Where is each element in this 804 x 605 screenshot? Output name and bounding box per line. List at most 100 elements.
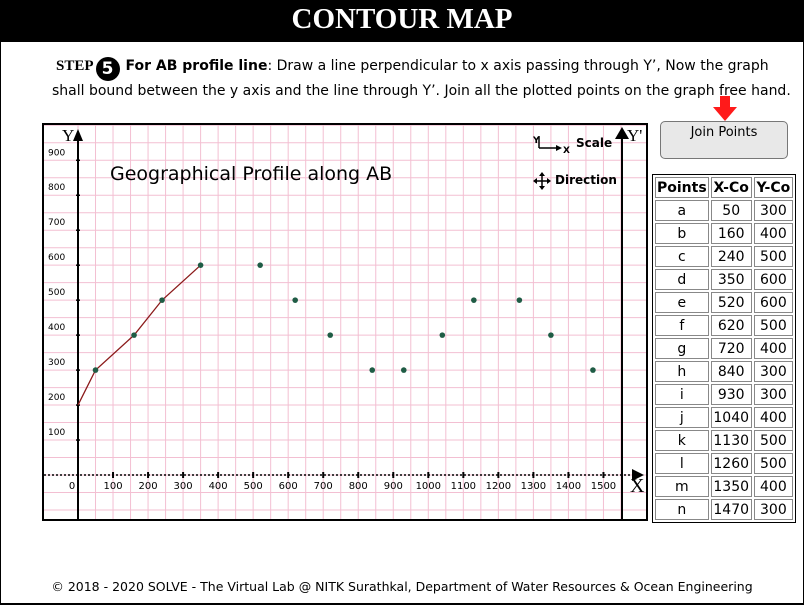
scale-label: Scale bbox=[576, 136, 612, 150]
y-axis-label: Y bbox=[62, 126, 74, 145]
x-coord-cell: 520 bbox=[710, 292, 752, 313]
data-point bbox=[131, 332, 137, 338]
x-coord-cell: 720 bbox=[710, 338, 752, 359]
data-point bbox=[471, 297, 477, 303]
plotted-points bbox=[92, 262, 596, 373]
y-coord-cell: 400 bbox=[753, 476, 793, 497]
point-name-cell: n bbox=[655, 499, 709, 520]
point-name-cell: g bbox=[655, 338, 709, 359]
table-row: f 620 500 bbox=[655, 315, 793, 336]
point-name-cell: l bbox=[655, 453, 709, 474]
x-coord-cell: 240 bbox=[710, 246, 752, 267]
x-tick-label: 900 bbox=[384, 481, 403, 492]
x-tick-label: 600 bbox=[279, 481, 298, 492]
table-row: a 50 300 bbox=[655, 200, 793, 221]
table-row: d 350 600 bbox=[655, 269, 793, 290]
y-tick-label: 800 bbox=[48, 183, 65, 193]
point-name-cell: c bbox=[655, 246, 709, 267]
y-tick-label: 700 bbox=[48, 218, 65, 228]
x-coord-cell: 930 bbox=[710, 384, 752, 405]
data-point bbox=[92, 367, 99, 373]
table-row: n 1470 300 bbox=[655, 499, 793, 520]
x-tick-label: 1000 bbox=[416, 481, 441, 492]
instruction-heading: For AB profile line bbox=[125, 58, 268, 74]
x-tick-label: 400 bbox=[209, 481, 228, 492]
table-row: c 240 500 bbox=[655, 246, 793, 267]
footer-text: © 2018 - 2020 SOLVE - The Virtual Lab @ … bbox=[51, 579, 753, 594]
table-header-2: Y-Co bbox=[753, 177, 793, 198]
point-name-cell: b bbox=[655, 223, 709, 244]
y-coord-cell: 500 bbox=[753, 453, 793, 474]
points-table: Points X-Co Y-Co a 50 300 b 160 400 c 240 500 d 350 6… bbox=[652, 174, 796, 523]
table-row: j 1040 400 bbox=[655, 407, 793, 428]
x-tick-label: 1500 bbox=[591, 481, 616, 492]
y-coord-cell: 500 bbox=[753, 315, 793, 336]
data-point bbox=[439, 332, 446, 338]
axes bbox=[44, 127, 644, 519]
tick-marks: 0 100 200 300 400 500 600 700 800 900 1000 1100 1200… bbox=[48, 148, 616, 492]
y-prime-label: Y' bbox=[627, 126, 642, 145]
table-header-0: Points bbox=[655, 177, 709, 198]
x-tick-label: 0 bbox=[69, 481, 75, 492]
data-point bbox=[548, 332, 554, 338]
points-table-wrap: Points X-Co Y-Co a 50 300 b 160 400 c 240 500 d 350 6… bbox=[652, 174, 796, 523]
y-tick-label: 900 bbox=[48, 148, 65, 158]
table-row: l 1260 500 bbox=[655, 453, 793, 474]
point-name-cell: d bbox=[655, 269, 709, 290]
x-tick-label: 1200 bbox=[486, 481, 511, 492]
point-name-cell: m bbox=[655, 476, 709, 497]
x-coord-cell: 160 bbox=[710, 223, 752, 244]
title-bar: CONTOUR MAP bbox=[0, 0, 804, 42]
table-row: h 840 300 bbox=[655, 361, 793, 382]
x-coord-cell: 50 bbox=[710, 200, 752, 221]
data-point bbox=[257, 262, 263, 268]
step-word: STEP bbox=[56, 58, 94, 74]
profile-graph[interactable]: 0 100 200 300 400 500 600 700 800 900 1000 1100 1200… bbox=[42, 123, 648, 521]
scale-icon: Y X bbox=[532, 136, 570, 156]
scale-glyph-y: Y bbox=[532, 136, 540, 146]
table-row: i 930 300 bbox=[655, 384, 793, 405]
point-name-cell: e bbox=[655, 292, 709, 313]
y-coord-cell: 400 bbox=[753, 338, 793, 359]
arrow-down-icon bbox=[713, 96, 737, 121]
direction-label: Direction bbox=[555, 173, 617, 187]
x-tick-label: 200 bbox=[139, 481, 158, 492]
y-tick-label: 200 bbox=[48, 393, 65, 403]
point-name-cell: h bbox=[655, 361, 709, 382]
point-name-cell: i bbox=[655, 384, 709, 405]
y-axis-arrow bbox=[73, 129, 83, 141]
table-row: b 160 400 bbox=[655, 223, 793, 244]
x-tick-label: 1400 bbox=[556, 481, 581, 492]
y-coord-cell: 400 bbox=[753, 407, 793, 428]
x-axis-arrow bbox=[632, 469, 644, 481]
y-tick-label: 500 bbox=[48, 288, 65, 298]
instruction-text: STEP 5 For AB profile line: Draw a line pe… bbox=[52, 56, 792, 101]
y-coord-cell: 600 bbox=[753, 269, 793, 290]
x-coord-cell: 1130 bbox=[710, 430, 752, 451]
table-row: k 1130 500 bbox=[655, 430, 793, 451]
table-row: g 720 400 bbox=[655, 338, 793, 359]
point-name-cell: j bbox=[655, 407, 709, 428]
point-name-cell: k bbox=[655, 430, 709, 451]
x-axis-label: X bbox=[630, 475, 645, 497]
y-coord-cell: 600 bbox=[753, 292, 793, 313]
y-coord-cell: 500 bbox=[753, 430, 793, 451]
scale-glyph-x: X bbox=[563, 146, 570, 156]
y-tick-label: 400 bbox=[48, 323, 65, 333]
x-tick-label: 1100 bbox=[451, 481, 476, 492]
data-point bbox=[292, 297, 298, 303]
y-coord-cell: 500 bbox=[753, 246, 793, 267]
y-coord-cell: 300 bbox=[753, 384, 793, 405]
data-point bbox=[369, 367, 376, 373]
page-title: CONTOUR MAP bbox=[291, 3, 513, 35]
table-row: m 1350 400 bbox=[655, 476, 793, 497]
x-tick-label: 500 bbox=[244, 481, 263, 492]
data-point bbox=[590, 367, 596, 373]
join-points-button[interactable]: Join Points bbox=[660, 121, 788, 159]
profile-chart-svg[interactable]: 0 100 200 300 400 500 600 700 800 900 1000 1100 1200… bbox=[44, 125, 646, 519]
x-coord-cell: 840 bbox=[710, 361, 752, 382]
y-tick-label: 100 bbox=[48, 428, 65, 438]
frame-left bbox=[0, 42, 1, 605]
y-prime-arrow bbox=[615, 127, 629, 139]
x-tick-label: 1300 bbox=[521, 481, 546, 492]
